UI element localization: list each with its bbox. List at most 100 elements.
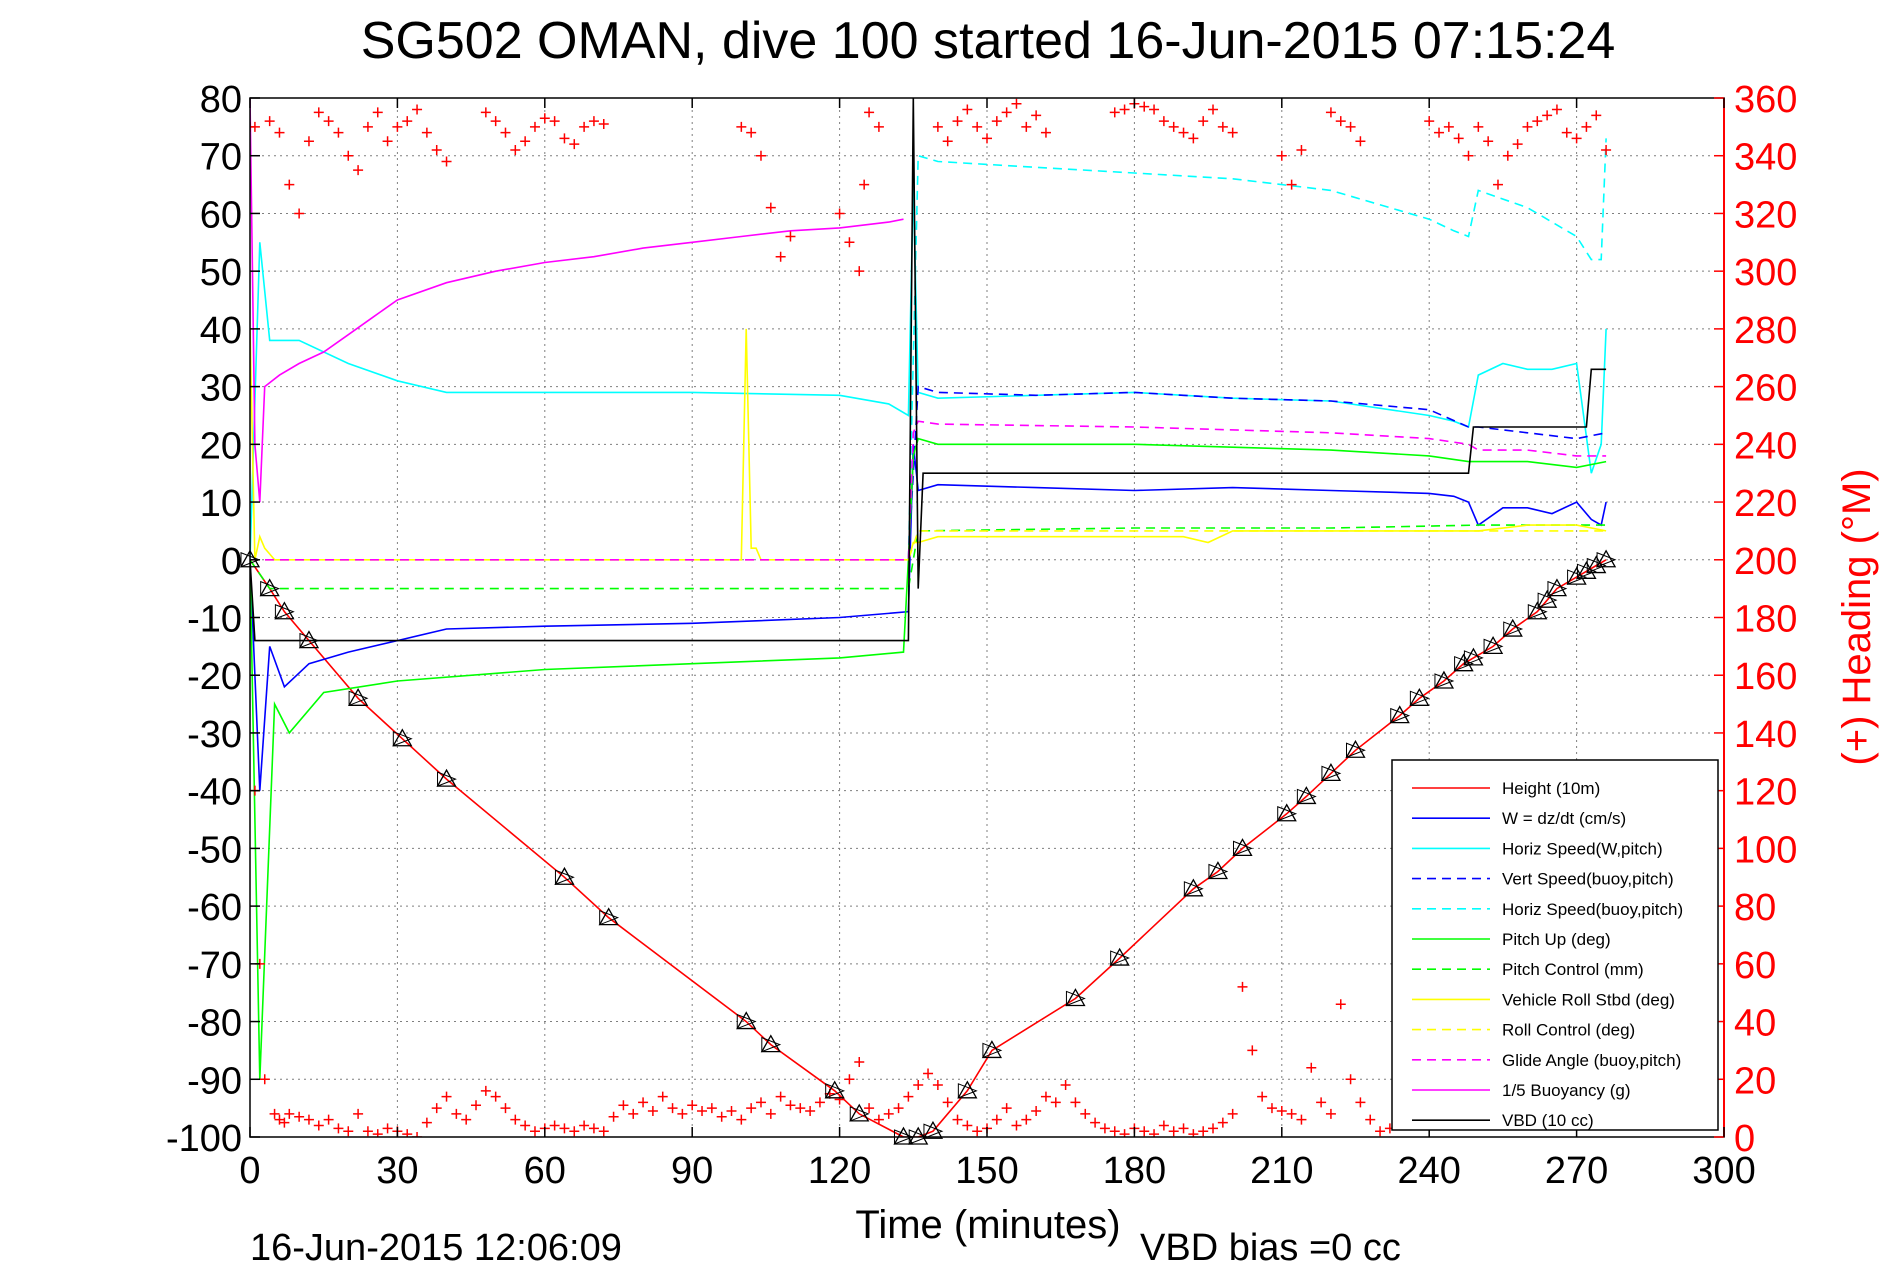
heading-point [1502,150,1513,161]
y2-tick-label: 40 [1734,1003,1776,1045]
heading-point [844,237,855,248]
heading-point [1434,127,1445,138]
heading-point [628,1108,639,1119]
heading-point [1571,133,1582,144]
height-markers [239,549,1617,1145]
heading-point [1522,121,1533,132]
heading-point [333,127,344,138]
heading-point [313,1120,324,1131]
height-marker [849,1103,870,1122]
heading-point [873,1114,884,1125]
heading-point [250,121,260,132]
heading-point [746,1103,757,1114]
heading-point [1247,1045,1258,1056]
heading-point [480,107,491,118]
footer-vbd-bias: VBD bias =0 cc [1140,1227,1401,1262]
heading-point [1237,981,1248,992]
y-tick-label: 50 [200,252,242,294]
heading-point [1158,1120,1169,1131]
heading-point [1296,1114,1307,1125]
y2-tick-label: 0 [1734,1118,1755,1160]
y-tick-label: -20 [187,656,242,698]
heading-point [510,1114,521,1125]
heading-point [1001,107,1012,118]
height-marker [1453,653,1474,672]
height-marker [1527,601,1548,620]
height-marker [1595,549,1617,568]
heading-point [382,1123,393,1134]
height-marker-alt [1321,765,1342,782]
x-tick-label: 150 [955,1150,1018,1192]
heading-point [362,121,373,132]
legend-label: Vehicle Roll Stbd (deg) [1502,990,1675,1009]
heading-point [451,1108,462,1119]
height-marker [1320,763,1342,781]
heading-point [1266,1103,1277,1114]
height-marker [824,1080,845,1099]
y-tick-label: -40 [187,772,242,814]
heading-point [1001,1103,1012,1114]
y2-tick-label: 200 [1734,541,1797,583]
height-marker-alt [274,603,295,620]
series-line-glide-angle-buoy-pitch [250,420,1607,561]
heading-point [903,1091,914,1102]
height-marker [274,601,295,620]
heading-point [785,231,796,242]
heading-point [284,1108,295,1119]
heading-point [1109,107,1120,118]
y-tick-label: -90 [187,1060,242,1102]
heading-point [1276,150,1287,161]
height-marker-alt [1065,990,1086,1007]
height-marker-alt [437,771,457,787]
y2-tick-label: 180 [1734,599,1797,641]
heading-point [1119,104,1130,115]
height-marker-alt [1346,742,1366,758]
heading-point [962,1120,973,1131]
heading-point [697,1106,708,1117]
heading-point [1532,116,1543,127]
height-marker [1276,803,1297,822]
heading-point [269,1108,280,1119]
y-tick-label: 80 [200,79,242,121]
heading-point [392,121,403,132]
height-marker [981,1040,1003,1059]
x-tick-label: 0 [239,1150,260,1192]
heading-point [569,139,580,150]
left-axis: -100-90-80-70-60-50-40-30-20-10010203040… [166,79,260,1160]
heading-point [755,1097,766,1108]
x-tick-label: 60 [524,1150,566,1192]
heading-point [1080,1108,1091,1119]
heading-point [1551,104,1562,115]
height-marker [436,768,457,787]
heading-point [1139,101,1150,112]
heading-point [579,121,590,132]
heading-point [549,1120,560,1131]
heading-point [657,1091,668,1102]
right-axis-label: (+) Heading (°M) [1835,468,1879,765]
heading-point [1070,1097,1081,1108]
heading-point [549,116,560,127]
height-marker-alt [1296,788,1317,805]
heading-point [1325,1108,1336,1119]
y-tick-label: -10 [187,599,242,641]
heading-point [1217,1117,1228,1128]
heading-point [1375,1126,1386,1137]
height-marker-alt [1434,673,1455,689]
heading-point [598,118,609,129]
heading-point [1296,144,1307,155]
heading-point [864,107,875,118]
height-marker-alt [1537,592,1558,608]
heading-point [1335,116,1346,127]
heading-point [1109,1126,1120,1137]
heading-point [323,1114,334,1125]
heading-point [687,1100,698,1111]
heading-point [1286,179,1297,190]
height-marker [957,1080,978,1099]
footer-timestamp: 16-Jun-2015 12:06:09 [250,1227,622,1262]
heading-point [1286,1108,1297,1119]
height-marker-alt [736,1013,757,1030]
heading-point [1463,150,1474,161]
series-line-horiz-speed-buoy-pitch [907,138,1607,560]
y2-tick-label: 300 [1734,252,1797,294]
x-tick-label: 240 [1397,1150,1460,1192]
